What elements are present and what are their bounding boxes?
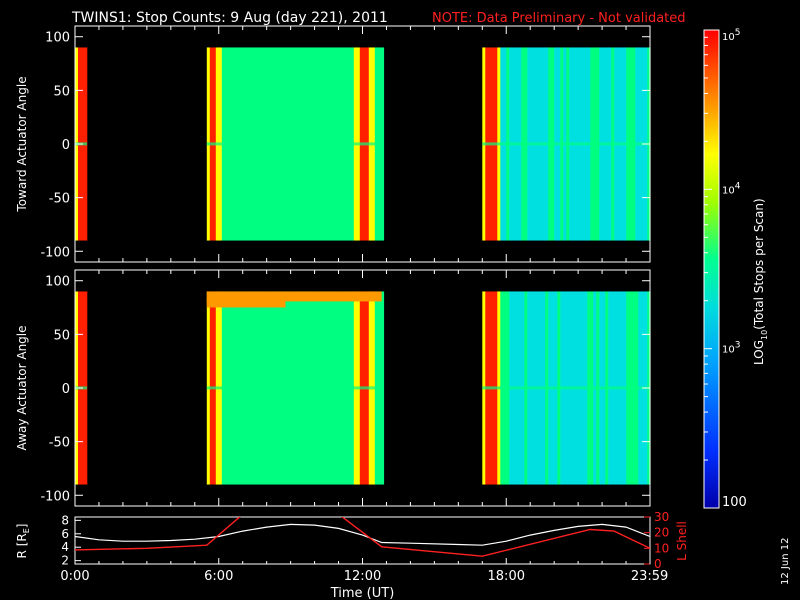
colorbar-label: LOG10(Total Stops per Scan) bbox=[752, 198, 769, 365]
x-tick-label: 23:59 bbox=[631, 569, 668, 584]
y-tick-label: -50 bbox=[49, 436, 70, 451]
y-right-axis-label: L Shell bbox=[675, 521, 689, 561]
chart-title: TWINS1: Stop Counts: 9 Aug (day 221), 20… bbox=[71, 10, 388, 26]
y-tick-label: 6 bbox=[61, 527, 69, 541]
y-axis-label-main: R [R bbox=[15, 533, 29, 558]
y-axis-label: R [RE] bbox=[15, 524, 31, 559]
heatmap-column bbox=[380, 291, 385, 485]
preliminary-note: NOTE: Data Preliminary - Not validated bbox=[432, 11, 686, 26]
y-right-tick-label: 0 bbox=[654, 557, 662, 571]
y-tick-label: -100 bbox=[40, 245, 70, 260]
colorbar-tick-base: 100 bbox=[722, 495, 747, 510]
x-axis-label: Time (UT) bbox=[330, 586, 395, 600]
y-tick-label: 8 bbox=[61, 513, 69, 527]
y-right-tick-label: 20 bbox=[654, 526, 669, 540]
y-axis-label-end: ] bbox=[15, 524, 29, 529]
colorbar-tick-label: 105 bbox=[722, 28, 740, 43]
zero-angle-band bbox=[482, 386, 650, 390]
y-tick-label: 100 bbox=[45, 275, 70, 290]
zero-angle-band bbox=[482, 142, 650, 146]
colorbar-tick-base: 10 bbox=[722, 32, 735, 43]
y-right-tick-label: 30 bbox=[654, 510, 669, 524]
y-axis-label: Away Actuator Angle bbox=[15, 325, 29, 450]
r-series-line bbox=[75, 523, 650, 546]
y-tick-label: 2 bbox=[61, 554, 69, 568]
colorbar-tick-exponent: 4 bbox=[735, 181, 741, 191]
x-tick-label: 18:00 bbox=[488, 569, 525, 584]
y-tick-label: 50 bbox=[53, 328, 70, 343]
y-axis-label: Toward Actuator Angle bbox=[15, 76, 29, 212]
x-tick-label: 6:00 bbox=[204, 569, 233, 584]
colorbar-tick-exponent: 5 bbox=[735, 28, 741, 38]
heatmap-edge-band bbox=[206, 297, 286, 308]
colorbar-gradient bbox=[704, 30, 719, 508]
colorbar-tick-label: 104 bbox=[722, 181, 741, 196]
y-tick-label: 50 bbox=[53, 84, 70, 99]
colorbar-tick-base: 10 bbox=[722, 345, 735, 356]
y-tick-label: -100 bbox=[40, 489, 70, 504]
y-tick-label: 0 bbox=[62, 382, 70, 397]
colorbar-tick-exponent: 3 bbox=[735, 341, 741, 351]
y-tick-label: 100 bbox=[45, 31, 70, 46]
y-right-tick-label: 10 bbox=[654, 541, 669, 555]
away-heatmap-panel: -100 -50 0 50 100 Away Actuator Angle bbox=[15, 269, 651, 507]
heatmap-edge-band bbox=[206, 291, 382, 302]
colorbar-tick-base: 10 bbox=[722, 185, 735, 196]
x-tick-label: 12:00 bbox=[344, 569, 381, 584]
zero-angle-band bbox=[206, 386, 382, 390]
y-axis-label-sub: E bbox=[22, 528, 31, 533]
y-tick-label: 4 bbox=[61, 540, 69, 554]
date-stamp: 12 Jun 12 bbox=[780, 538, 791, 585]
colorbar-tick-label: 103 bbox=[722, 341, 740, 356]
colorbar-tick-label: 100 bbox=[722, 495, 747, 510]
zero-angle-band bbox=[206, 142, 382, 146]
x-tick-label: 0:00 bbox=[60, 569, 89, 584]
y-tick-label: 0 bbox=[62, 138, 70, 153]
lshell-series-line bbox=[75, 517, 650, 557]
heatmap-column bbox=[380, 47, 385, 241]
toward-heatmap-panel: -100 -50 0 50 100 Toward Actuator Angle bbox=[15, 25, 651, 263]
y-tick-label: -50 bbox=[49, 192, 70, 207]
